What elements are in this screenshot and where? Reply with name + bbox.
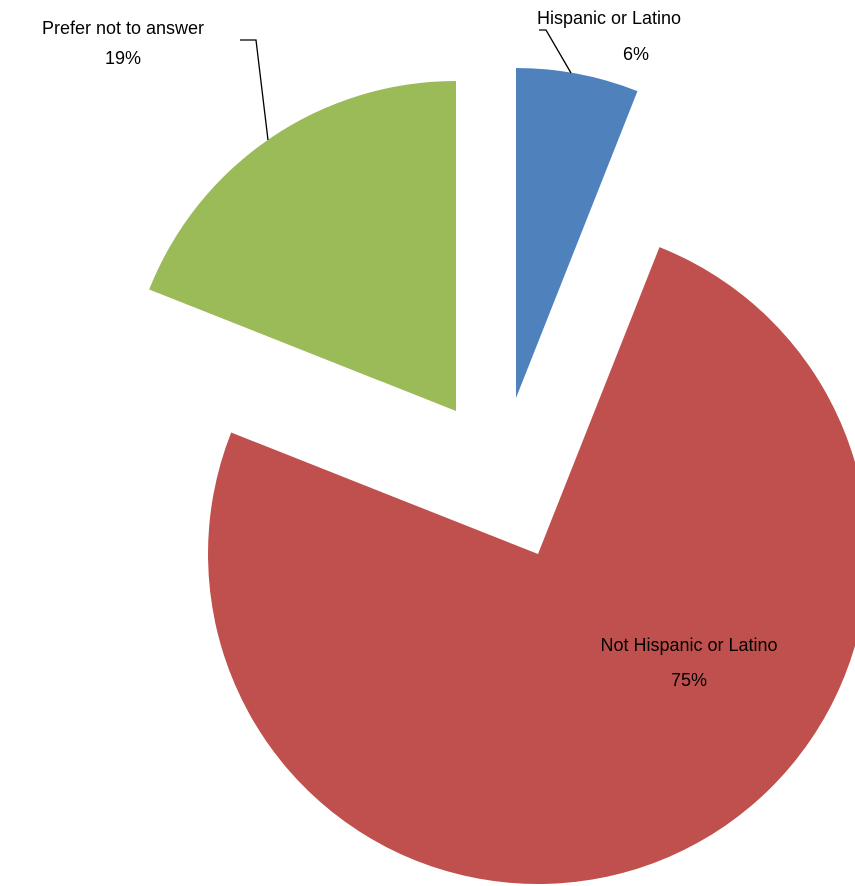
- slice-label-hispanic: Hispanic or Latino: [537, 8, 681, 28]
- slice-percent-prefer-not: 19%: [105, 48, 141, 68]
- pie-slices: [149, 68, 855, 884]
- slice-percent-hispanic: 6%: [623, 44, 649, 64]
- leader-line-prefer-not: [240, 39, 269, 141]
- slice-label-not-hispanic: Not Hispanic or Latino: [600, 635, 777, 655]
- slice-percent-not-hispanic: 75%: [671, 670, 707, 690]
- leader-line-hispanic: [539, 29, 572, 74]
- slice-prefer-not: [149, 81, 457, 411]
- slice-hispanic: [516, 68, 638, 398]
- slice-label-prefer-not: Prefer not to answer: [42, 18, 204, 38]
- slice-not-hispanic: [208, 247, 855, 884]
- leader-lines: [240, 29, 572, 141]
